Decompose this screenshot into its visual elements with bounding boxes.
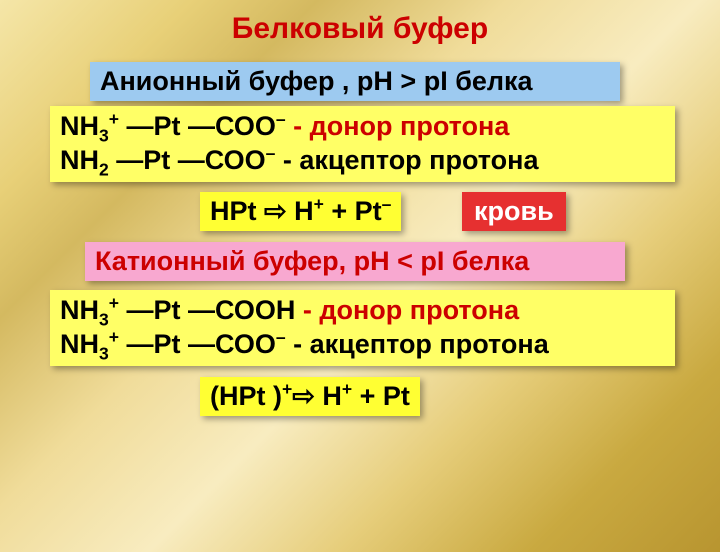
cationic-acceptor-line: NH3+ —Рt —СОО– - акцептор протона	[60, 328, 665, 362]
anionic-formulas: NH3+ —Рt —СОО– - донор протона NH2 —Рt —…	[50, 106, 675, 182]
blood-label: кровь	[462, 192, 566, 231]
anionic-equation: HРt ⇨ H+ + Рt–	[200, 192, 401, 231]
anionic-header: Анионный буфер , рН > pI белка	[90, 62, 620, 101]
cationic-header: Катионный буфер, рН < pI белка	[85, 242, 625, 281]
slide-title: Белковый буфер	[0, 12, 720, 46]
cationic-equation: (HРt )+⇨ H+ + Рt	[200, 377, 420, 416]
cationic-donor-line: NH3+ —Рt —СООН - донор протона	[60, 294, 665, 328]
anionic-donor-line: NH3+ —Рt —СОО– - донор протона	[60, 110, 665, 144]
anionic-acceptor-line: NH2 —Рt —СОО– - акцептор протона	[60, 144, 665, 178]
cationic-formulas: NH3+ —Рt —СООН - донор протона NH3+ —Рt …	[50, 290, 675, 366]
